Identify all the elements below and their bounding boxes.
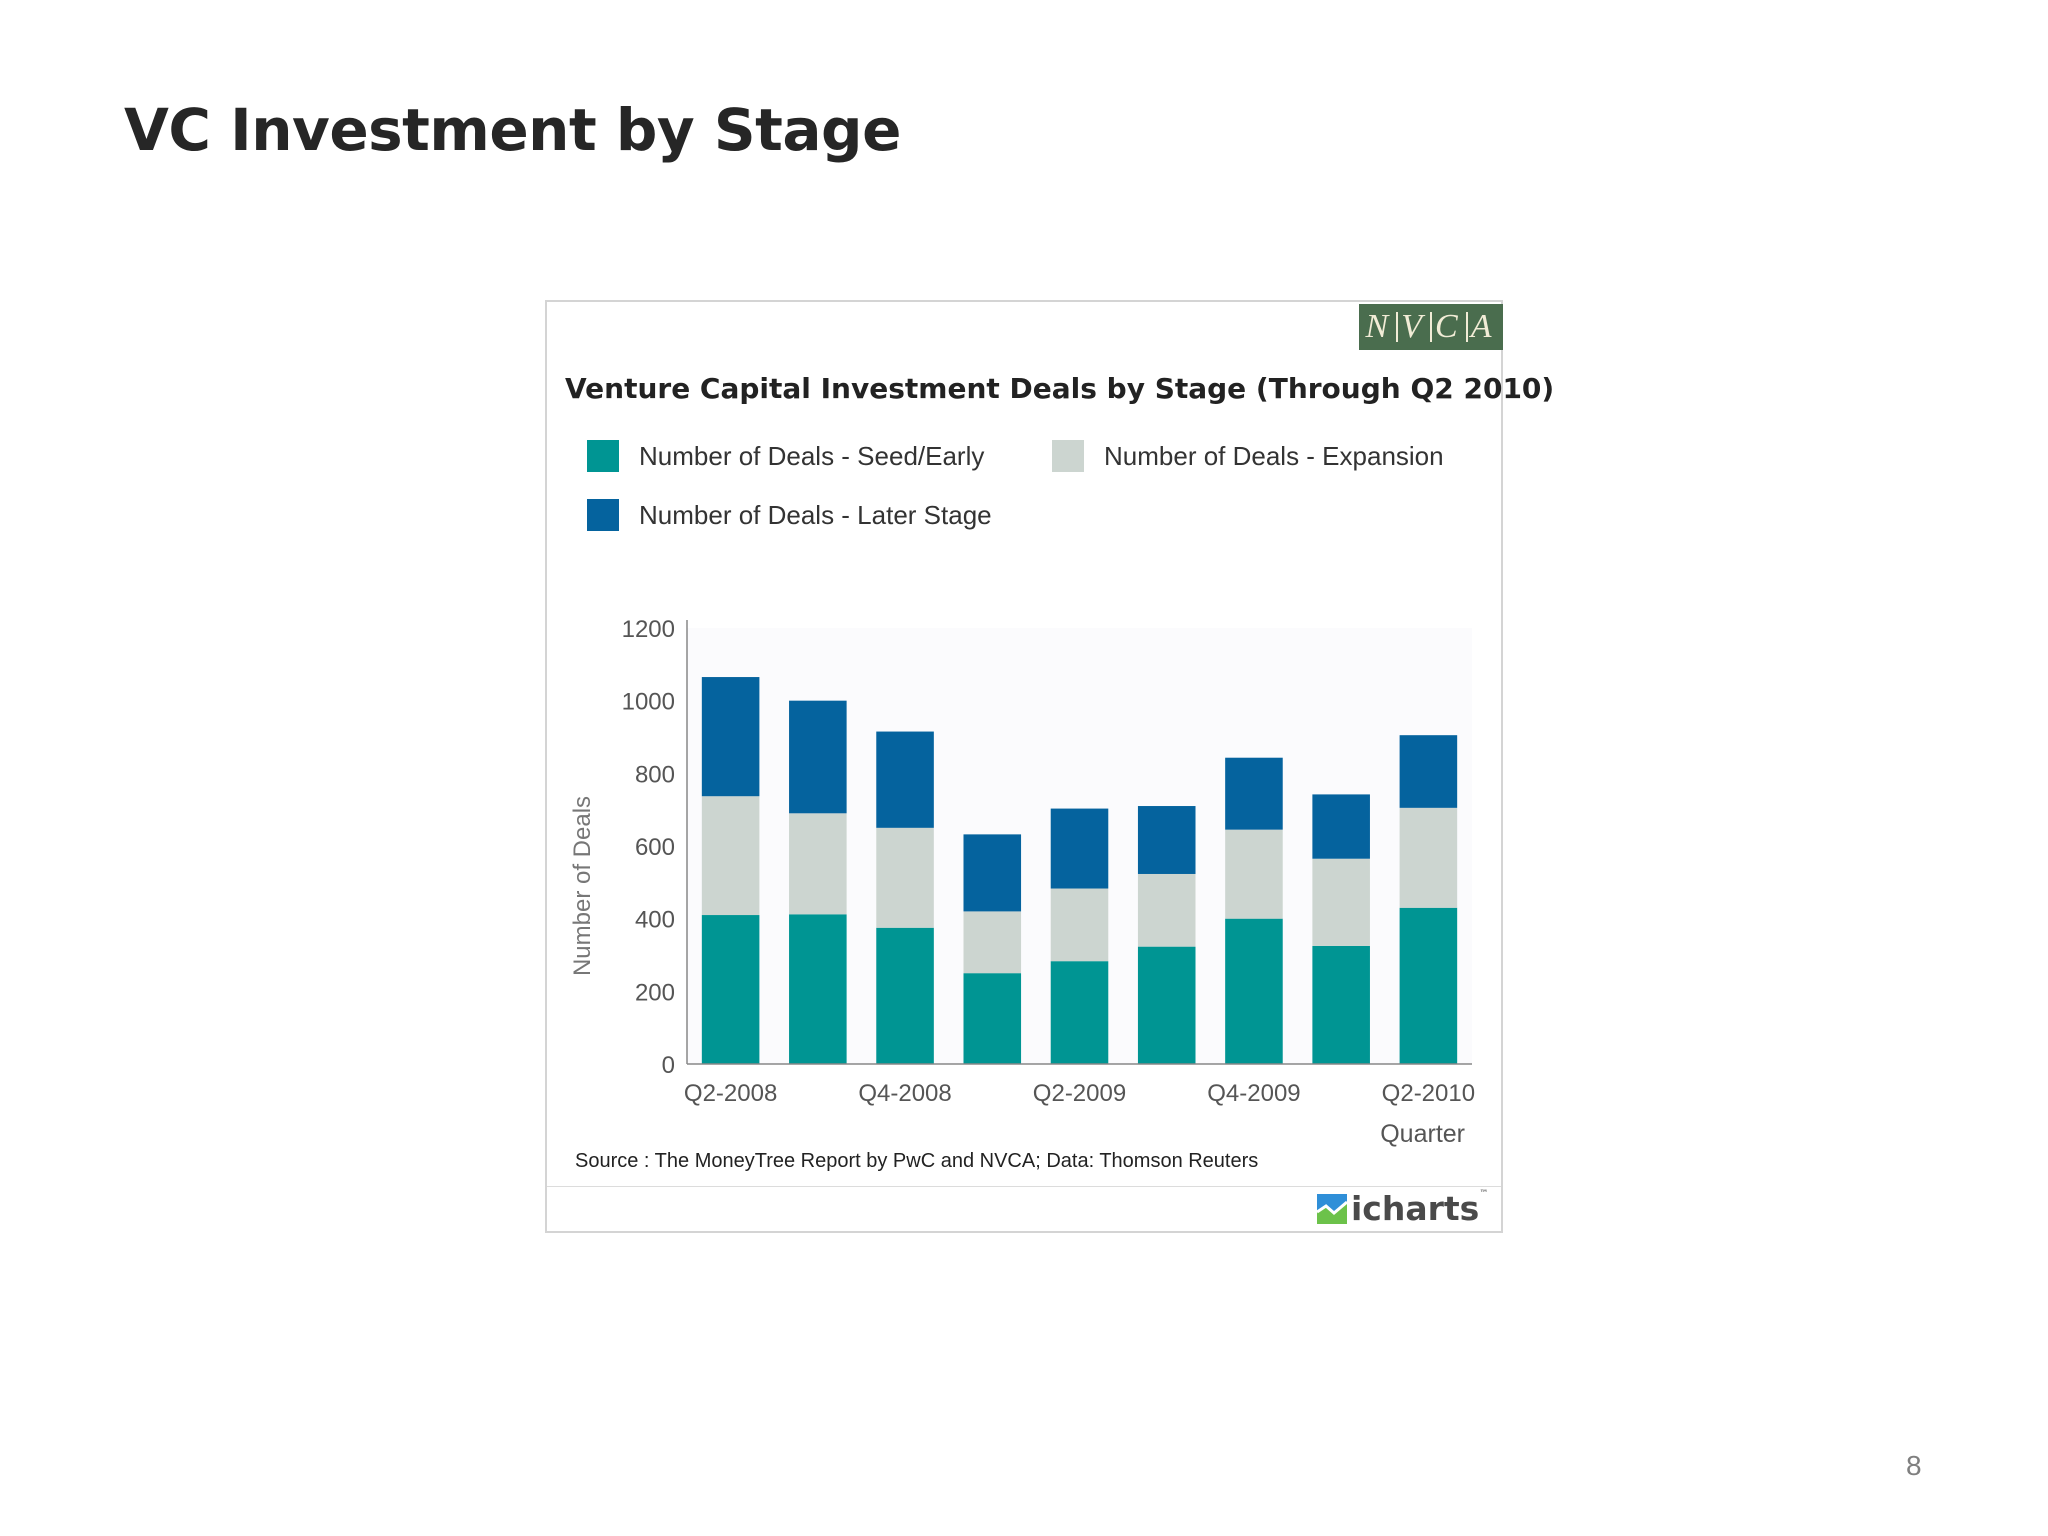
legend-swatch-expansion <box>1052 440 1084 472</box>
y-tick-label: 200 <box>635 979 675 1006</box>
legend-label: Number of Deals - Expansion <box>1104 440 1444 471</box>
bar-segment <box>1225 918 1283 1064</box>
brand-name-text: icharts <box>1351 1189 1480 1228</box>
bar-segment <box>1137 873 1196 947</box>
nvca-logo-letter: A <box>1470 308 1497 345</box>
bar-segment <box>1225 757 1283 830</box>
bar-segment <box>701 677 760 797</box>
bar-segment <box>1050 961 1109 1064</box>
y-tick-label: 600 <box>635 834 675 861</box>
bar-segment <box>1050 888 1109 962</box>
icharts-logo-icon <box>1317 1193 1347 1224</box>
bar-segment <box>1312 945 1370 1064</box>
bar-segment <box>789 914 847 1064</box>
legend-item-later-stage: Number of Deals - Later Stage <box>587 499 992 531</box>
bar-segment <box>701 796 760 916</box>
bar-segment <box>1137 806 1196 874</box>
bar-segment <box>1312 794 1370 859</box>
x-tick-label: Q2-2010 <box>1382 1080 1475 1107</box>
bar-segment <box>963 911 1022 974</box>
bar-segment <box>1312 858 1370 946</box>
bar-segment <box>1225 829 1283 919</box>
bar-segment <box>1137 946 1196 1064</box>
chart-title: Venture Capital Investment Deals by Stag… <box>565 372 1555 405</box>
nvca-logo-letter: V <box>1401 308 1427 345</box>
legend-item-expansion: Number of Deals - Expansion <box>1052 440 1444 472</box>
legend-swatch-later-stage <box>587 499 619 531</box>
y-tick-label: 1200 <box>622 616 675 643</box>
y-tick-label: 400 <box>635 907 675 934</box>
bar-segment <box>963 834 1022 912</box>
x-tick-label: Q2-2008 <box>684 1080 777 1107</box>
x-tick-label: Q4-2009 <box>1207 1080 1300 1107</box>
bar-segment <box>963 973 1022 1064</box>
bar-segment <box>1399 907 1458 1064</box>
legend-label: Number of Deals - Later Stage <box>639 499 992 530</box>
y-tick-label: 800 <box>635 761 675 788</box>
panel-divider <box>547 1186 1501 1187</box>
nvca-logo-divider <box>1465 312 1468 342</box>
x-axis-title: Quarter <box>1380 1120 1465 1148</box>
x-tick-label: Q4-2008 <box>858 1080 951 1107</box>
nvca-logo-letter: C <box>1435 308 1463 345</box>
source-note: Source : The MoneyTree Report by PwC and… <box>575 1150 1259 1172</box>
bar-segment <box>1050 808 1109 889</box>
bar-segment <box>789 813 847 915</box>
trademark-mark: ™ <box>1479 1189 1489 1199</box>
bar-segment <box>789 700 847 814</box>
bar-segment <box>876 731 934 828</box>
legend-swatch-seed-early <box>587 440 619 472</box>
stacked-bar-chart: 0 200 400 600 800 1000 1200 Q2-2008 Q4-2008 Q2-20… <box>569 616 1475 1148</box>
legend-label: Number of Deals - Seed/Early <box>639 440 985 471</box>
y-tick-label: 1000 <box>622 689 675 716</box>
nvca-logo: N V C A <box>1359 304 1503 350</box>
bar-segment <box>876 827 934 928</box>
nvca-logo-divider <box>1396 312 1399 342</box>
page-number: 8 <box>1906 1450 1922 1481</box>
legend-item-seed-early: Number of Deals - Seed/Early <box>587 440 984 472</box>
y-tick-label: 0 <box>662 1052 675 1079</box>
bar-segment <box>876 927 934 1064</box>
bar-segment <box>1399 807 1458 908</box>
bar-segment <box>701 915 760 1064</box>
slide-title: VC Investment by Stage <box>124 96 901 164</box>
y-axis-title: Number of Deals <box>569 796 596 976</box>
x-tick-label: Q2-2009 <box>1033 1080 1126 1107</box>
bar-segment <box>1399 735 1458 808</box>
nvca-logo-letter: N <box>1365 308 1394 345</box>
chart-panel: N V C A Venture Capital Investment Deals… <box>545 300 1554 1233</box>
icharts-brand: icharts™ <box>1317 1189 1488 1228</box>
nvca-logo-divider <box>1430 312 1432 342</box>
brand-name: icharts™ <box>1351 1189 1488 1228</box>
